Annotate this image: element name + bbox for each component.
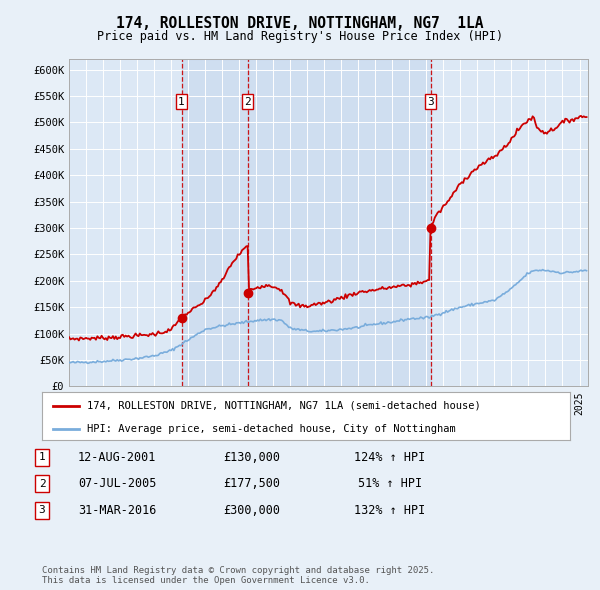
Text: 51% ↑ HPI: 51% ↑ HPI [358,477,422,490]
Text: 3: 3 [38,506,46,515]
Text: 124% ↑ HPI: 124% ↑ HPI [355,451,425,464]
Text: 12-AUG-2001: 12-AUG-2001 [78,451,156,464]
Text: 174, ROLLESTON DRIVE, NOTTINGHAM, NG7  1LA: 174, ROLLESTON DRIVE, NOTTINGHAM, NG7 1L… [116,16,484,31]
Text: 174, ROLLESTON DRIVE, NOTTINGHAM, NG7 1LA (semi-detached house): 174, ROLLESTON DRIVE, NOTTINGHAM, NG7 1L… [87,401,481,411]
Text: 132% ↑ HPI: 132% ↑ HPI [355,504,425,517]
Text: Price paid vs. HM Land Registry's House Price Index (HPI): Price paid vs. HM Land Registry's House … [97,30,503,43]
Text: 2: 2 [38,479,46,489]
Bar [182,59,248,386]
Text: 1: 1 [38,453,46,462]
Text: £300,000: £300,000 [223,504,281,517]
Text: £130,000: £130,000 [223,451,281,464]
Text: 2: 2 [245,97,251,107]
Bar [248,59,431,386]
Text: HPI: Average price, semi-detached house, City of Nottingham: HPI: Average price, semi-detached house,… [87,424,455,434]
Text: 31-MAR-2016: 31-MAR-2016 [78,504,156,517]
Text: 3: 3 [427,97,434,107]
Text: Contains HM Land Registry data © Crown copyright and database right 2025.
This d: Contains HM Land Registry data © Crown c… [42,566,434,585]
Text: £177,500: £177,500 [223,477,281,490]
Text: 07-JUL-2005: 07-JUL-2005 [78,477,156,490]
Text: 1: 1 [178,97,185,107]
